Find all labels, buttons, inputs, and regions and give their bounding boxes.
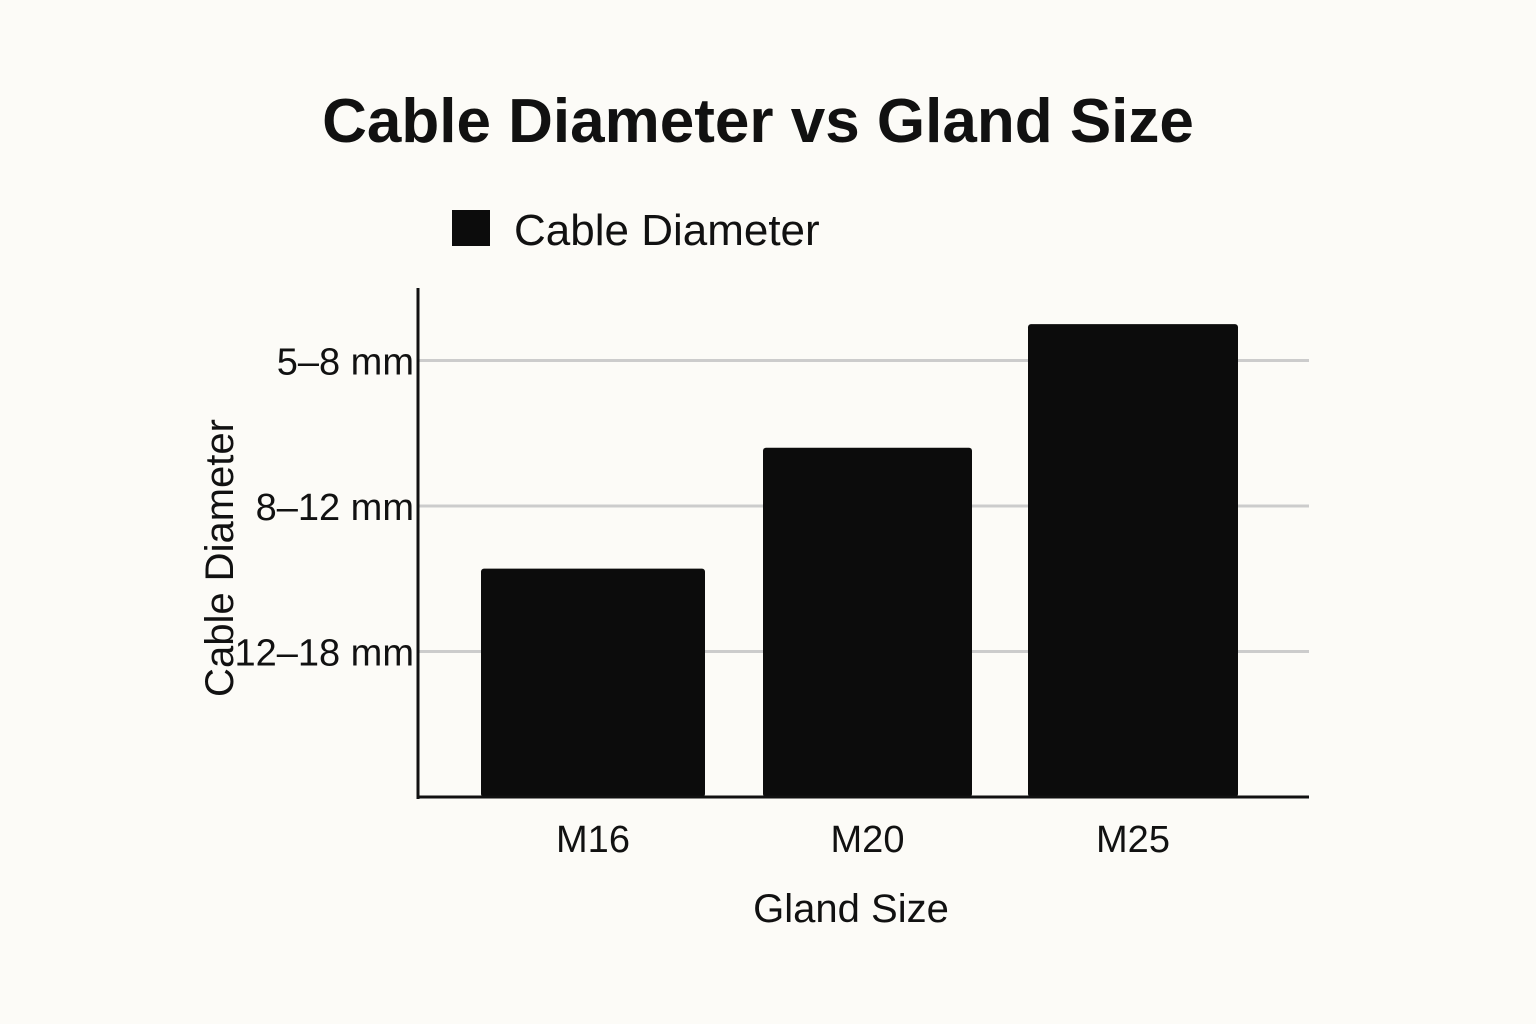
legend: Cable Diameter: [452, 206, 820, 255]
x-tick-label: M25: [1096, 819, 1170, 861]
legend-label: Cable Diameter: [514, 206, 820, 255]
bars: [481, 324, 1238, 797]
y-tick-labels: 12–18 mm 8–12 mm 5–8 mm: [234, 342, 414, 675]
x-tick-label: M16: [556, 819, 630, 861]
axes: [416, 288, 1309, 799]
y-tick-label: 5–8 mm: [277, 342, 414, 384]
x-axis-label: Gland Size: [753, 887, 949, 931]
bar-m20: [763, 447, 972, 797]
bar-m16: [481, 568, 705, 797]
x-tick-labels: M16 M20 M25: [556, 819, 1170, 861]
y-tick-label: 12–18 mm: [234, 633, 414, 675]
y-tick-label: 8–12 mm: [256, 487, 414, 529]
x-tick-label: M20: [831, 819, 905, 861]
bar-m25: [1028, 324, 1238, 797]
legend-swatch: [452, 210, 490, 246]
chart-title: Cable Diameter vs Gland Size: [322, 87, 1194, 156]
y-axis-label: Cable Diameter: [198, 419, 242, 697]
